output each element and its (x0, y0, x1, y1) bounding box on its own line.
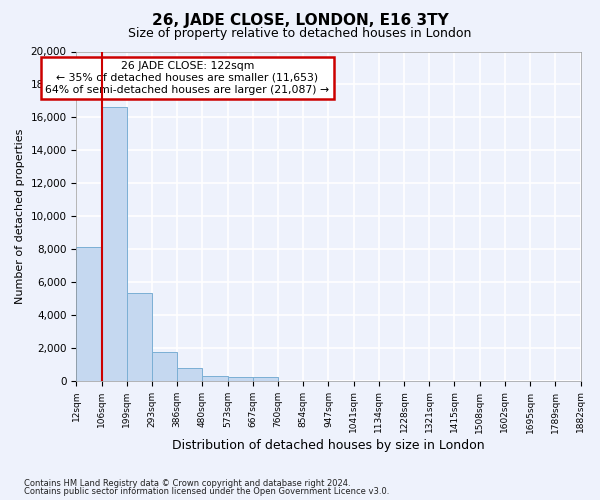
Bar (101, 108, 127, 380)
Bar (227, 376, 253, 380)
Text: Contains public sector information licensed under the Open Government Licence v3: Contains public sector information licen… (24, 487, 389, 496)
X-axis label: Distribution of detached houses by size in London: Distribution of detached houses by size … (172, 440, 485, 452)
Text: 26 JADE CLOSE: 122sqm
← 35% of detached houses are smaller (11,653)
64% of semi-: 26 JADE CLOSE: 122sqm ← 35% of detached … (45, 62, 329, 94)
Bar (202, 376, 227, 380)
Bar (76, 246, 101, 380)
Text: Contains HM Land Registry data © Crown copyright and database right 2024.: Contains HM Land Registry data © Crown c… (24, 478, 350, 488)
Text: 26, JADE CLOSE, LONDON, E16 3TY: 26, JADE CLOSE, LONDON, E16 3TY (152, 12, 448, 28)
Bar (152, 352, 177, 380)
Bar (177, 368, 202, 380)
Y-axis label: Number of detached properties: Number of detached properties (15, 128, 25, 304)
Bar (253, 376, 278, 380)
Text: Size of property relative to detached houses in London: Size of property relative to detached ho… (128, 28, 472, 40)
Bar (127, 294, 152, 380)
